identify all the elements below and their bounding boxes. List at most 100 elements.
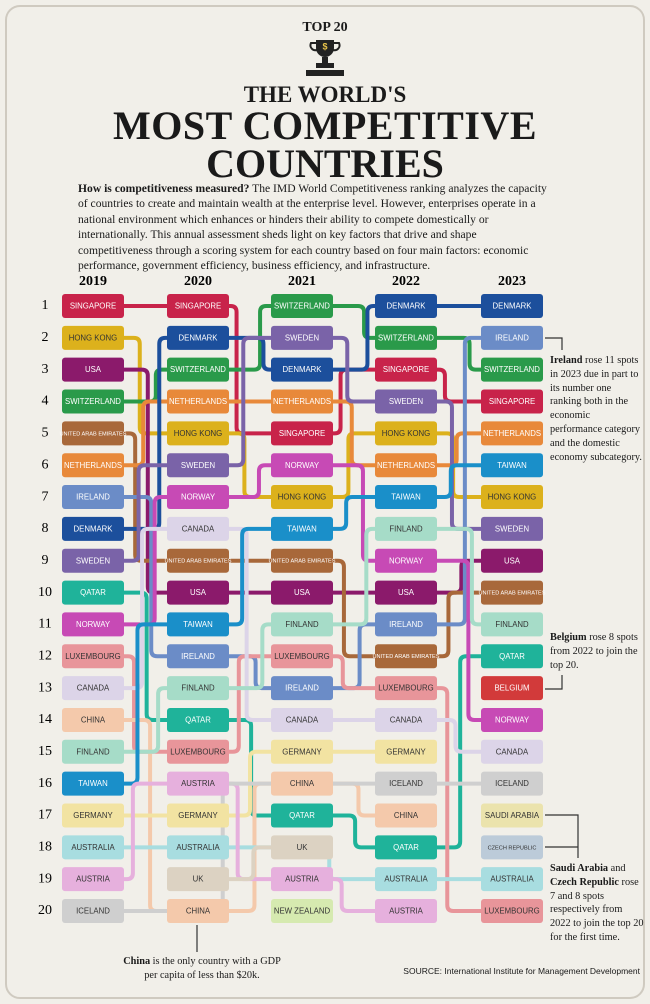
country-box — [271, 325, 333, 350]
country-box — [375, 325, 437, 350]
country-box — [167, 580, 229, 605]
country-box — [62, 771, 124, 796]
connector — [329, 304, 379, 372]
country-label: GERMANY — [73, 811, 113, 820]
country-label: USA — [504, 556, 521, 565]
country-label: NEW ZEALAND — [274, 907, 331, 916]
country-label: DENMARK — [387, 302, 427, 311]
country-label: SWEDEN — [495, 524, 529, 533]
text: rose 7 and 8 spots respectively from 202… — [550, 876, 644, 943]
connector — [433, 431, 485, 468]
country-box — [167, 771, 229, 796]
country-label: SWEDEN — [389, 397, 423, 406]
boxes: SINGAPORE SINGAPORE SINGAPORE SINGAPORE SING… — [59, 294, 546, 923]
country-box — [375, 548, 437, 573]
connector — [433, 558, 485, 722]
country-box — [271, 835, 333, 860]
country-label: LUXEMBOURG — [484, 907, 539, 916]
connector — [120, 367, 171, 404]
country-box — [62, 676, 124, 701]
connector — [433, 526, 485, 627]
country-box — [481, 548, 543, 573]
country-box — [271, 389, 333, 414]
country-label: CHINA — [186, 907, 211, 916]
country-label: TAIWAN — [497, 461, 526, 470]
rank-label: 18 — [38, 840, 52, 855]
country-label: NETHERLANDS — [64, 461, 122, 470]
country-box — [271, 644, 333, 669]
highlight: How is competitiveness measured? — [78, 182, 250, 195]
connector — [433, 463, 485, 500]
country-box — [481, 453, 543, 478]
title-line: COUNTRIES — [206, 141, 444, 186]
country-box — [167, 867, 229, 892]
connector — [329, 335, 379, 404]
country-box — [271, 548, 333, 573]
country-label: SINGAPORE — [489, 397, 535, 406]
country-label: TAIWAN — [391, 493, 420, 502]
country-label: SINGAPORE — [383, 365, 429, 374]
intro: How is competitiveness measured? The IMD… — [78, 181, 548, 273]
year-label: 2021 — [288, 274, 316, 289]
text: rose 11 spots in 2023 due in part to its… — [550, 355, 642, 463]
country-box — [62, 516, 124, 541]
country-label: UNITED ARAB EMIRATES — [372, 654, 439, 660]
rank-label: 13 — [38, 680, 52, 695]
country-label: CANADA — [390, 716, 423, 725]
connector — [329, 558, 379, 659]
country-box — [271, 453, 333, 478]
country-box — [271, 899, 333, 923]
country-label: FINLAND — [495, 620, 529, 629]
rank-label: 5 — [42, 426, 49, 441]
country-label: FINLAND — [389, 524, 423, 533]
country-box — [167, 516, 229, 541]
rank-label: 3 — [42, 362, 49, 377]
country-box — [271, 803, 333, 828]
country-label: FINLAND — [285, 620, 319, 629]
country-box — [481, 835, 543, 860]
country-box — [62, 580, 124, 605]
svg-text:$: $ — [322, 41, 327, 51]
country-box — [167, 739, 229, 764]
country-box — [167, 421, 229, 446]
country-box — [62, 739, 124, 764]
country-label: UNITED ARAB EMIRATES — [478, 591, 545, 597]
trophy-icon: $ — [306, 40, 344, 76]
country-label: SINGAPORE — [70, 302, 116, 311]
connector — [225, 845, 275, 882]
country-box — [62, 357, 124, 382]
country-box — [375, 803, 437, 828]
highlight: Czech Republic — [550, 876, 619, 888]
country-label: HONG KONG — [174, 429, 223, 438]
country-label: NORWAY — [181, 493, 216, 502]
title-line: THE WORLD'S — [243, 82, 407, 107]
connector — [225, 335, 275, 468]
rank-label: 19 — [38, 871, 52, 886]
connector — [329, 304, 379, 340]
country-box — [375, 389, 437, 414]
country-label: HONG KONG — [382, 429, 431, 438]
year-label: 2022 — [392, 274, 420, 289]
country-label: QATAR — [499, 652, 525, 661]
country-box — [62, 389, 124, 414]
country-label: DENMARK — [493, 302, 533, 311]
connector — [225, 463, 275, 500]
country-box — [167, 453, 229, 478]
country-box — [375, 421, 437, 446]
country-box — [481, 421, 543, 446]
country-label: AUSTRIA — [76, 875, 111, 884]
connector — [120, 495, 171, 659]
country-label: AUSTRALIA — [71, 843, 115, 852]
country-label: FINLAND — [181, 684, 215, 693]
rank-label: 10 — [38, 585, 52, 600]
connector — [433, 558, 485, 595]
connector — [329, 781, 379, 818]
country-box — [167, 899, 229, 923]
rank-label: 12 — [38, 648, 52, 663]
country-box — [167, 612, 229, 637]
country-label: QATAR — [289, 811, 315, 820]
country-label: LUXEMBOURG — [170, 747, 225, 756]
country-label: TAIWAN — [183, 620, 212, 629]
country-box — [375, 867, 437, 892]
